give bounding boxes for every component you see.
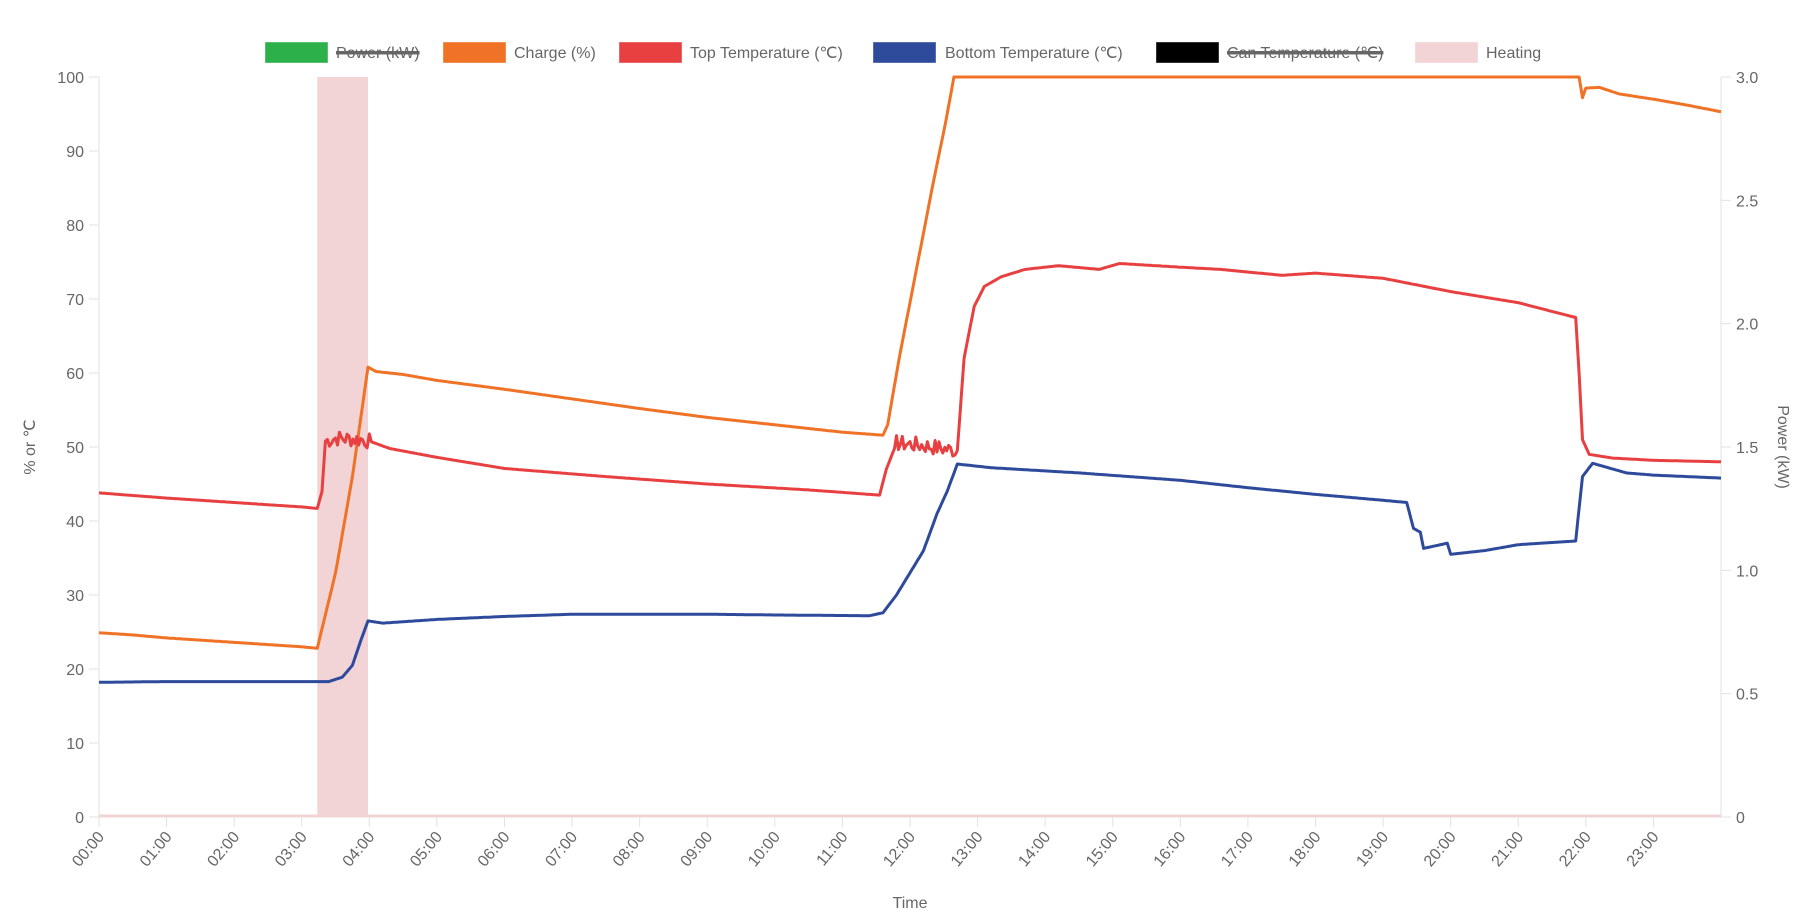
- legend: Power (kW) Charge (%) Top Temperature (℃) B…: [264, 41, 1541, 64]
- y2-axis-title: Power (kW): [1774, 405, 1791, 489]
- legend-swatch: [1155, 41, 1220, 64]
- legend-label: Power (kW): [336, 45, 420, 62]
- x-tick-label: 16:00: [1151, 829, 1190, 871]
- series-lines: [98, 75, 1722, 684]
- legend-label: Bottom Temperature (℃): [945, 45, 1123, 62]
- y2-tick-label: 2.0: [1736, 317, 1758, 334]
- x-tick-label: 10:00: [745, 829, 784, 871]
- x-tick-label: 22:00: [1556, 829, 1595, 871]
- y2-tick-label: 1.5: [1736, 440, 1758, 457]
- legend-item[interactable]: Heating: [1414, 41, 1541, 64]
- x-tick-label: 02:00: [204, 829, 243, 871]
- y2-tick-label: 1.0: [1736, 563, 1758, 580]
- y-tick-label: 100: [57, 70, 84, 87]
- x-tick-label: 04:00: [340, 829, 379, 871]
- y-tick-label: 20: [66, 662, 84, 679]
- x-tick-label: 17:00: [1218, 829, 1257, 871]
- x-tick-label: 14:00: [1015, 829, 1054, 871]
- legend-item[interactable]: Top Temperature (℃): [618, 41, 843, 64]
- y-tick-label: 80: [66, 218, 84, 235]
- legend-item[interactable]: Bottom Temperature (℃): [872, 41, 1123, 64]
- legend-swatch: [1414, 41, 1479, 64]
- axes: 0 10 20 30 40 50 60 70 80 90 100 0 0.5 1.0 1.5 2.0 2.5 3.…: [57, 70, 1758, 870]
- y-tick-label: 70: [66, 292, 84, 309]
- y2-tick-label: 2.5: [1736, 193, 1758, 210]
- legend-label: Heating: [1486, 45, 1541, 62]
- legend-item[interactable]: Power (kW): [264, 41, 420, 64]
- x-tick-label: 00:00: [69, 829, 108, 871]
- x-tick-label: 05:00: [407, 829, 446, 871]
- y-axis-title: % or ℃: [22, 419, 39, 474]
- x-tick-label: 21:00: [1489, 829, 1528, 871]
- x-tick-label: 01:00: [137, 829, 176, 871]
- x-tick-label: 12:00: [880, 829, 919, 871]
- y-tick-label: 30: [66, 588, 84, 605]
- x-tick-label: 03:00: [272, 829, 311, 871]
- x-tick-label: 18:00: [1286, 829, 1325, 871]
- x-tick-label: 15:00: [1083, 829, 1122, 871]
- series-line-top-temperature: [98, 262, 1721, 510]
- y2-tick-label: 0.5: [1736, 687, 1758, 704]
- x-tick-label: 13:00: [948, 829, 987, 871]
- legend-item[interactable]: Charge (%): [442, 41, 596, 64]
- x-tick-label: 07:00: [542, 829, 581, 871]
- legend-label: Can Temperature (℃): [1227, 45, 1383, 62]
- y-tick-label: 90: [66, 144, 84, 161]
- series-line-charge: [98, 75, 1722, 650]
- x-tick-label: 06:00: [475, 829, 514, 871]
- x-tick-label: 20:00: [1421, 829, 1460, 871]
- y-tick-label: 0: [75, 810, 84, 827]
- legend-swatch: [618, 41, 683, 64]
- x-tick-label: 11:00: [813, 829, 851, 870]
- heating-bands: [99, 77, 1721, 818]
- y-tick-label: 10: [66, 736, 84, 753]
- y-tick-label: 50: [66, 440, 84, 457]
- x-tick-label: 23:00: [1624, 829, 1663, 871]
- y2-tick-label: 3.0: [1736, 70, 1758, 87]
- legend-swatch: [264, 41, 329, 64]
- x-tick-label: 08:00: [610, 829, 649, 871]
- x-tick-label: 19:00: [1353, 829, 1392, 871]
- legend-item[interactable]: Can Temperature (℃): [1155, 41, 1384, 64]
- x-tick-label: 09:00: [678, 829, 717, 871]
- series-line-bottom-temperature: [99, 461, 1722, 684]
- y2-tick-label: 0: [1736, 810, 1745, 827]
- legend-swatch: [442, 41, 507, 64]
- x-axis-title: Time: [893, 895, 928, 912]
- y-tick-label: 60: [66, 366, 84, 383]
- legend-swatch: [872, 41, 937, 64]
- legend-label: Top Temperature (℃): [690, 45, 843, 62]
- legend-label: Charge (%): [514, 45, 596, 62]
- y-tick-label: 40: [66, 514, 84, 531]
